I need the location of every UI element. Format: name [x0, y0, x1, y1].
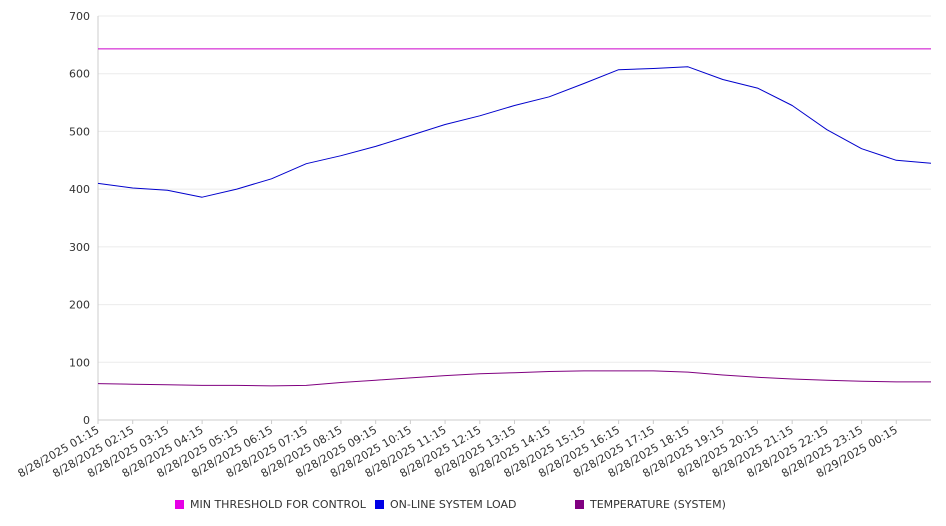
x-tick-labels: 8/28/2025 01:158/28/2025 02:158/28/2025 … [16, 420, 900, 480]
legend-item-system-load[interactable]: ON-LINE SYSTEM LOAD [375, 498, 516, 511]
series-system-load-line [97, 66, 932, 198]
legend: MIN THRESHOLD FOR CONTROL ON-LINE SYSTEM… [0, 498, 946, 514]
legend-label-min-threshold: MIN THRESHOLD FOR CONTROL [190, 498, 366, 511]
y-tick-label: 300 [69, 241, 90, 254]
y-tick-label: 100 [69, 356, 90, 369]
legend-swatch-system-load [375, 500, 384, 509]
legend-label-system-load: ON-LINE SYSTEM LOAD [390, 498, 517, 511]
legend-item-min-threshold[interactable]: MIN THRESHOLD FOR CONTROL [175, 498, 366, 511]
series-lines [97, 48, 932, 387]
series-temperature-line [97, 370, 931, 387]
y-tick-label: 500 [69, 125, 90, 138]
y-tick-label: 400 [69, 183, 90, 196]
legend-swatch-temperature [575, 500, 584, 509]
y-tick-label: 700 [69, 10, 90, 23]
grid-lines [98, 15, 931, 363]
y-tick-labels: 0 100 200 300 400 500 600 700 [69, 10, 90, 427]
y-tick-label: 600 [69, 68, 90, 81]
y-tick-label: 200 [69, 299, 90, 312]
axes [97, 16, 931, 421]
legend-label-temperature: TEMPERATURE (SYSTEM) [590, 498, 726, 511]
legend-item-temperature[interactable]: TEMPERATURE (SYSTEM) [575, 498, 726, 511]
legend-swatch-min-threshold [175, 500, 184, 509]
y-tick-label: 0 [83, 414, 90, 427]
